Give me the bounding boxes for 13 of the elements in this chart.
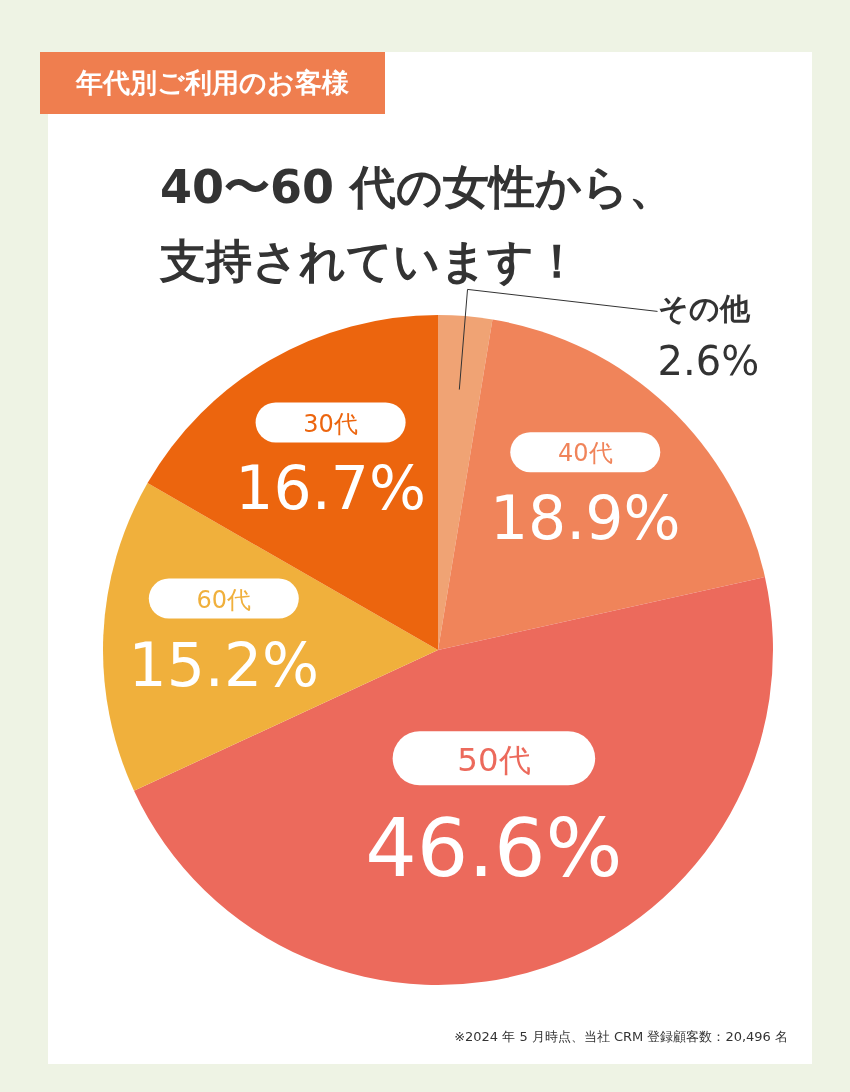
data-label: 2.6%	[657, 338, 760, 385]
data-label: 46.6%	[365, 800, 623, 895]
data-label: 15.2%	[128, 629, 320, 700]
slice-label: 50代	[457, 740, 531, 779]
slice-label: その他	[657, 291, 751, 327]
chart-subtitle: 40〜60 代の女性から、支持されています！	[160, 160, 676, 288]
text: ※2024 年 5 月時点、当社 CRM 登録顧客数：20,496 名	[454, 1028, 788, 1046]
slice-label: 60代	[196, 585, 252, 614]
data-label: 18.9%	[489, 483, 681, 554]
chart-title: 年代別ご利用のお客様	[40, 52, 385, 114]
data-label: 16.7%	[235, 453, 426, 524]
slice-label: 40代	[557, 439, 613, 468]
slice-label: 30代	[303, 409, 358, 438]
